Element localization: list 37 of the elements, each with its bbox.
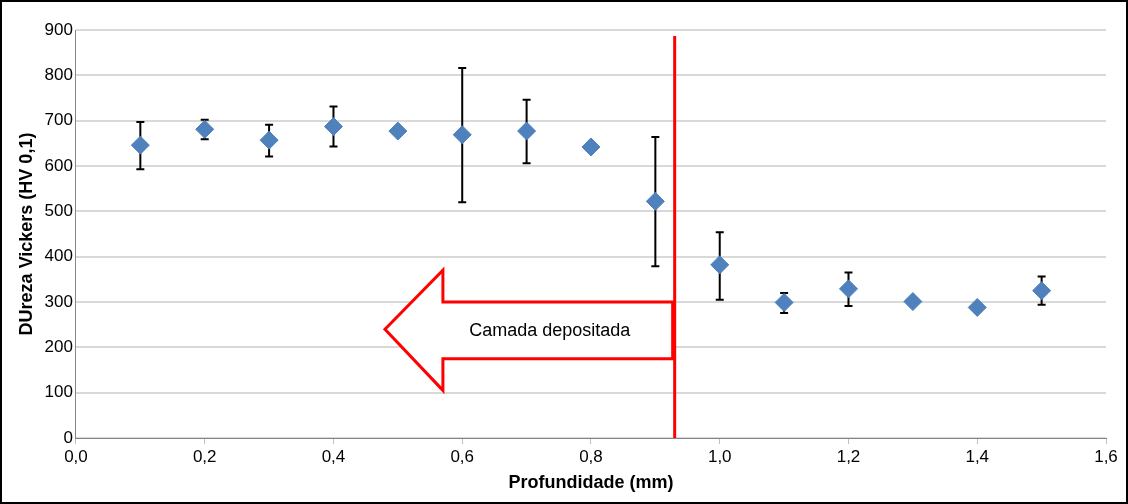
point — [838, 279, 858, 299]
point — [517, 121, 537, 141]
y-tick-label: 500 — [44, 201, 73, 221]
y-tick-label: 200 — [44, 337, 73, 357]
point — [1032, 281, 1052, 301]
point — [130, 135, 150, 155]
x-tick-label: 1,0 — [707, 446, 732, 466]
point — [195, 119, 215, 139]
point — [710, 255, 730, 275]
y-tick-label: 900 — [44, 19, 73, 39]
y-tick-label: 100 — [44, 382, 73, 402]
point — [903, 292, 923, 312]
point — [452, 125, 472, 145]
y-axis-title: DUreza Vickers (HV 0,1) — [15, 132, 36, 336]
x-tick-label: 0,6 — [450, 446, 475, 466]
point — [645, 191, 665, 211]
y-tick-label: 700 — [44, 110, 73, 130]
x-axis-title: Profundidade (mm) — [508, 472, 674, 493]
point — [967, 297, 987, 317]
x-tick-label: 1,2 — [836, 446, 861, 466]
x-tick-label: 0,0 — [64, 446, 88, 466]
y-tick-label: 0 — [63, 427, 73, 447]
x-tick-label: 0,4 — [321, 446, 346, 466]
point — [259, 130, 279, 150]
point — [323, 117, 343, 137]
y-tick-label: 600 — [44, 155, 73, 175]
point — [581, 137, 601, 157]
y-tick-label: 300 — [44, 291, 73, 311]
x-tick-label: 1,4 — [965, 446, 990, 466]
point — [388, 121, 408, 141]
x-tick-label: 0,2 — [192, 446, 217, 466]
y-tick-label: 400 — [44, 246, 73, 266]
point — [774, 292, 794, 312]
x-tick-label: 0,8 — [579, 446, 603, 466]
annotation: Camada depositada — [469, 319, 631, 341]
x-tick-label: 1,6 — [1094, 446, 1118, 466]
y-tick-label: 800 — [44, 65, 73, 85]
